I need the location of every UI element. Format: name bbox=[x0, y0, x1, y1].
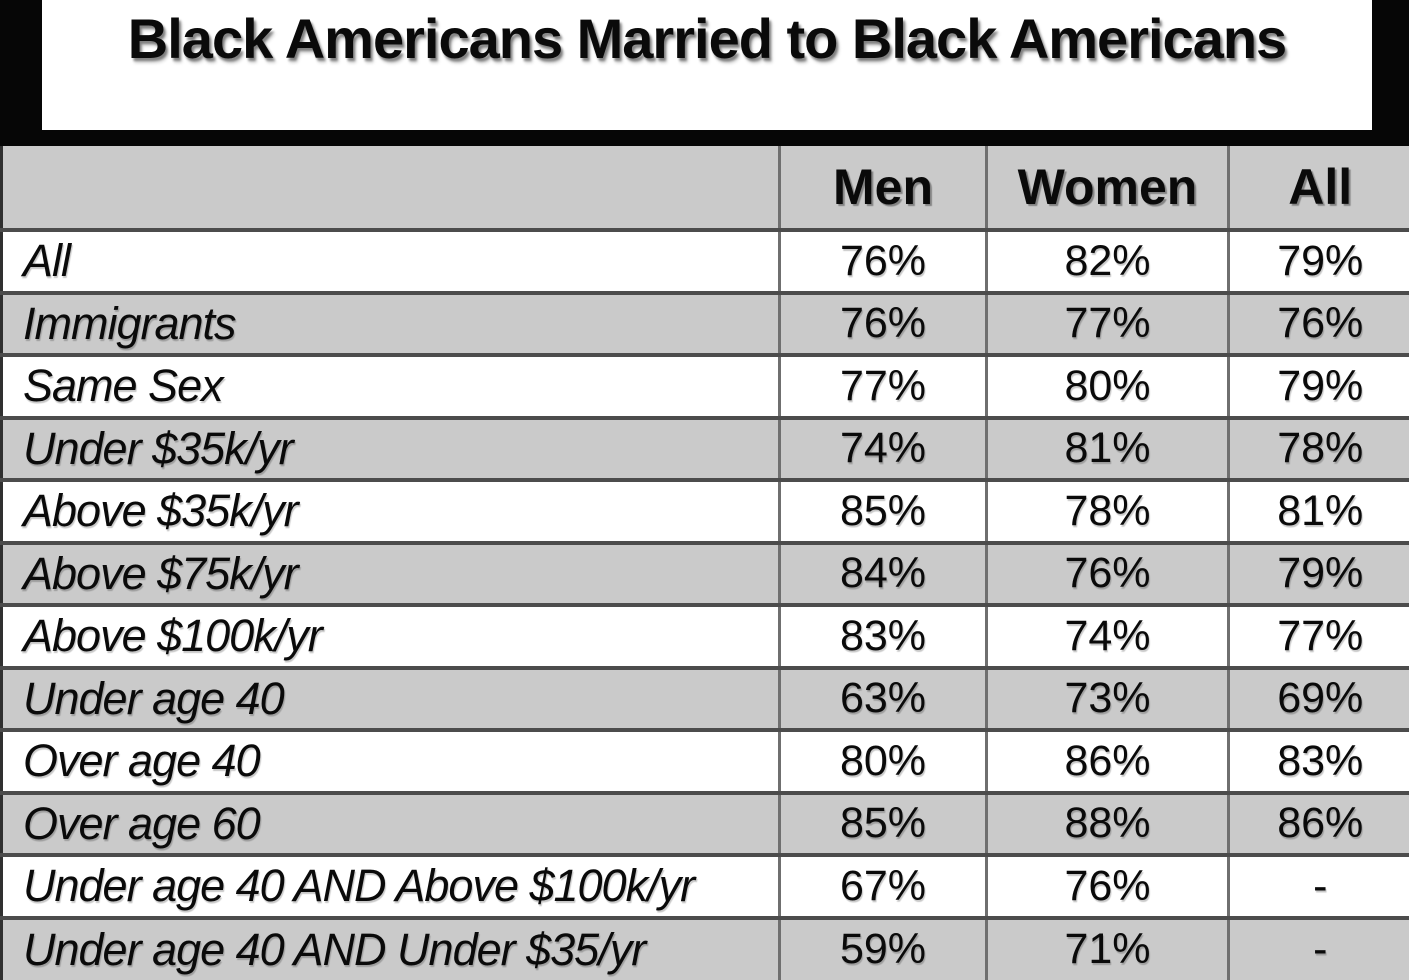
row-label: Immigrants bbox=[1, 290, 780, 355]
cell-all: - bbox=[1227, 915, 1409, 980]
table-row: Under age 40 63% 73% 69% bbox=[1, 665, 1409, 730]
cell-all: 79% bbox=[1227, 228, 1409, 293]
cell-all: 86% bbox=[1227, 790, 1409, 855]
row-label: Under age 40 bbox=[1, 665, 780, 730]
cell-women: 74% bbox=[985, 603, 1229, 668]
table-row: Under $35k/yr 74% 81% 78% bbox=[1, 415, 1409, 480]
cell-men: 76% bbox=[778, 228, 987, 293]
table-row: Above $75k/yr 84% 76% 79% bbox=[1, 540, 1409, 605]
title-box: Black Americans Married to Black America… bbox=[42, 0, 1372, 130]
table-header: Men Women All bbox=[1, 146, 1409, 230]
cell-men: 83% bbox=[778, 603, 987, 668]
cell-women: 82% bbox=[985, 228, 1229, 293]
row-label: Under $35k/yr bbox=[1, 415, 780, 480]
cell-all: 79% bbox=[1227, 540, 1409, 605]
row-label: Above $35k/yr bbox=[1, 478, 780, 543]
table-row: Under age 40 AND Above $100k/yr 67% 76% - bbox=[1, 853, 1409, 918]
table-row: Immigrants 76% 77% 76% bbox=[1, 290, 1409, 355]
row-label: All bbox=[1, 228, 780, 293]
table-body: All 76% 82% 79% Immigrants 76% 77% 76% Same Sex 7… bbox=[1, 228, 1409, 980]
cell-women: 86% bbox=[985, 728, 1229, 793]
cell-women: 77% bbox=[985, 290, 1229, 355]
cell-men: 76% bbox=[778, 290, 987, 355]
cell-all: 81% bbox=[1227, 478, 1409, 543]
cell-all: 69% bbox=[1227, 665, 1409, 730]
table-row: All 76% 82% 79% bbox=[1, 228, 1409, 293]
row-label: Same Sex bbox=[1, 353, 780, 418]
table-row: Over age 40 80% 86% 83% bbox=[1, 728, 1409, 793]
cell-men: 77% bbox=[778, 353, 987, 418]
title-banner: Black Americans Married to Black America… bbox=[0, 0, 1409, 146]
cell-men: 59% bbox=[778, 915, 987, 980]
cell-women: 73% bbox=[985, 665, 1229, 730]
cell-women: 88% bbox=[985, 790, 1229, 855]
row-label: Above $75k/yr bbox=[1, 540, 780, 605]
table-row: Over age 60 85% 88% 86% bbox=[1, 790, 1409, 855]
header-row: Men Women All bbox=[1, 146, 1409, 230]
cell-men: 85% bbox=[778, 478, 987, 543]
row-label: Above $100k/yr bbox=[1, 603, 780, 668]
cell-women: 80% bbox=[985, 353, 1229, 418]
cell-all: 76% bbox=[1227, 290, 1409, 355]
cell-men: 63% bbox=[778, 665, 987, 730]
row-label: Over age 40 bbox=[1, 728, 780, 793]
col-header-blank bbox=[1, 146, 780, 230]
table-row: Above $35k/yr 85% 78% 81% bbox=[1, 478, 1409, 543]
table-row: Above $100k/yr 83% 74% 77% bbox=[1, 603, 1409, 668]
cell-men: 74% bbox=[778, 415, 987, 480]
cell-men: 80% bbox=[778, 728, 987, 793]
cell-men: 67% bbox=[778, 853, 987, 918]
table-row: Under age 40 AND Under $35/yr 59% 71% - bbox=[1, 915, 1409, 980]
page-title: Black Americans Married to Black America… bbox=[127, 7, 1287, 70]
col-header-all: All bbox=[1227, 146, 1409, 230]
cell-all: 79% bbox=[1227, 353, 1409, 418]
cell-women: 81% bbox=[985, 415, 1229, 480]
cell-men: 85% bbox=[778, 790, 987, 855]
cell-women: 78% bbox=[985, 478, 1229, 543]
cell-all: 83% bbox=[1227, 728, 1409, 793]
table-row: Same Sex 77% 80% 79% bbox=[1, 353, 1409, 418]
cell-women: 76% bbox=[985, 853, 1229, 918]
cell-all: 77% bbox=[1227, 603, 1409, 668]
data-table: Men Women All All 76% 82% 79% Immigrants 76% 7… bbox=[0, 146, 1409, 980]
row-label: Under age 40 AND Under $35/yr bbox=[1, 915, 780, 980]
cell-all: - bbox=[1227, 853, 1409, 918]
row-label: Under age 40 AND Above $100k/yr bbox=[1, 853, 780, 918]
cell-women: 76% bbox=[985, 540, 1229, 605]
cell-all: 78% bbox=[1227, 415, 1409, 480]
cell-men: 84% bbox=[778, 540, 987, 605]
row-label: Over age 60 bbox=[1, 790, 780, 855]
col-header-women: Women bbox=[985, 146, 1229, 230]
cell-women: 71% bbox=[985, 915, 1229, 980]
col-header-men: Men bbox=[778, 146, 987, 230]
